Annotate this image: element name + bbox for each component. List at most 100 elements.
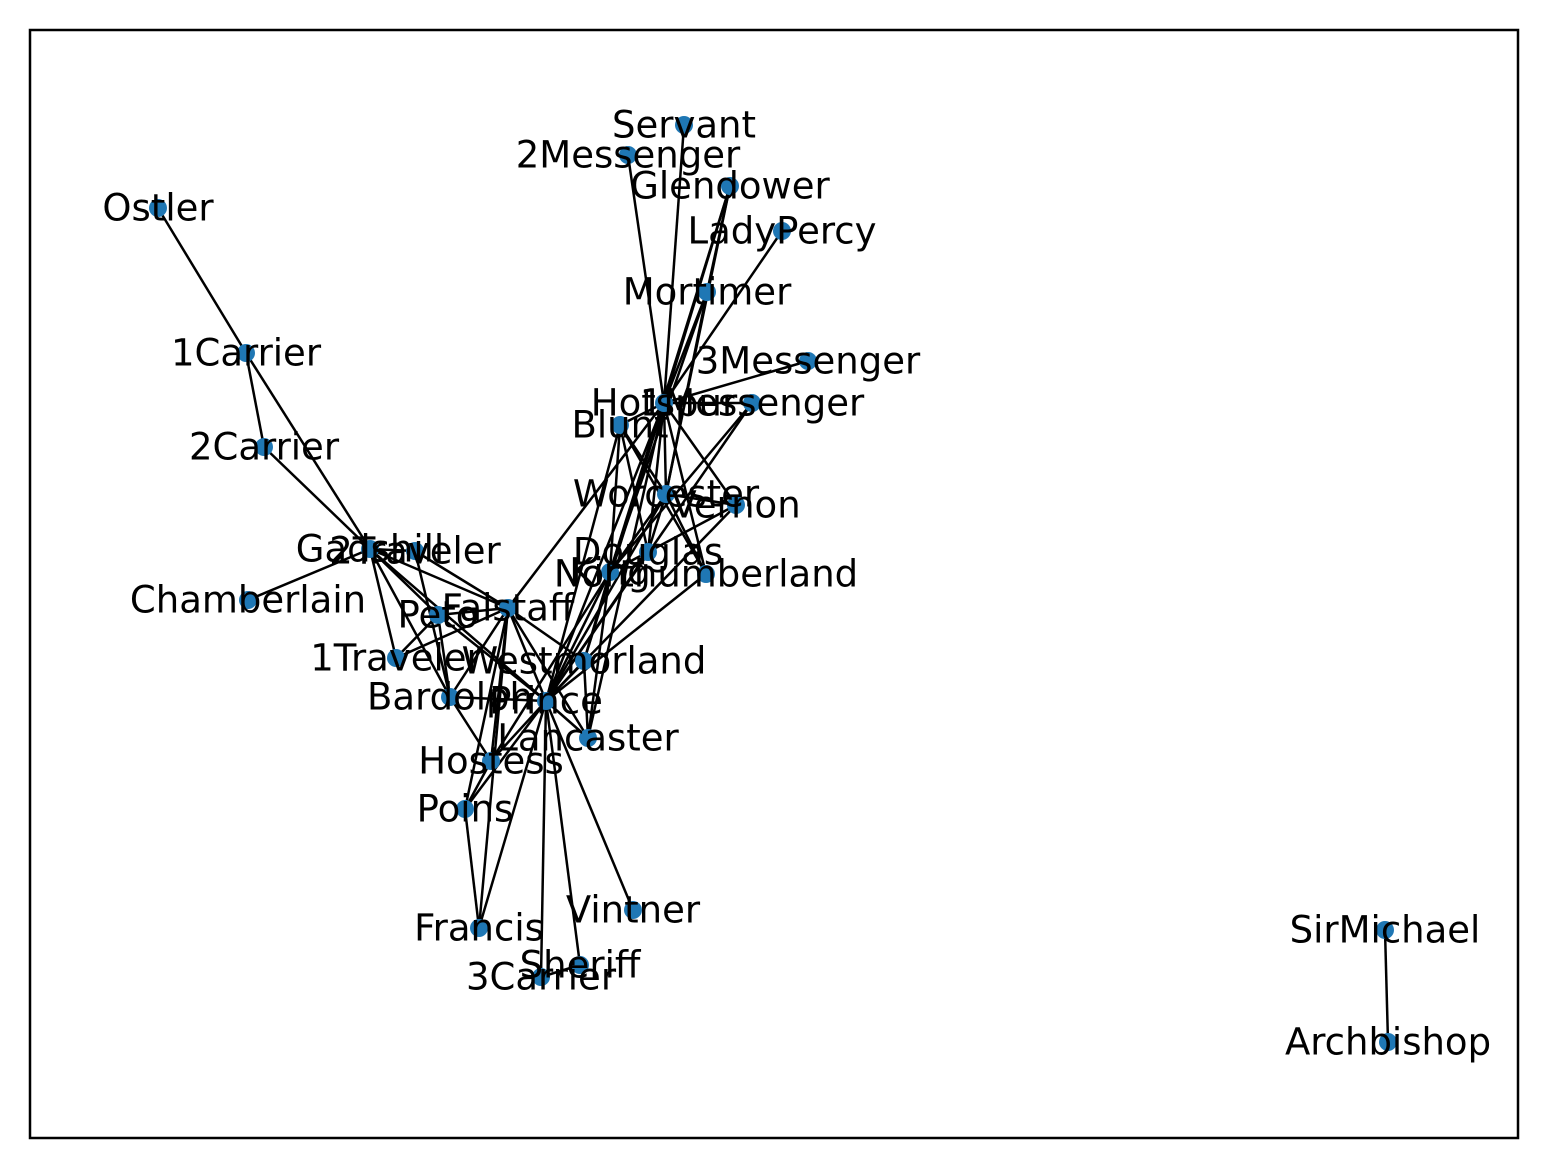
node-2carrier [255,438,273,456]
edge-sirmichael-archbishop [1383,929,1390,1043]
edge-2traveler-falstaff [414,549,509,610]
edge-prince-northumberland [545,573,707,702]
node-label-servant: Servant [612,104,756,147]
node-3carrier [532,968,550,986]
node-ostler [149,199,167,217]
node-worcester [657,485,675,503]
node-label-2traveler: 2Traveler [329,530,501,573]
node-chamberlain [239,591,257,609]
edge-1traveler-peto [395,614,439,659]
edge-peto-prince [437,614,547,702]
edge-falstaff-lancaster [506,607,590,739]
node-label-douglas: Douglas [573,531,723,574]
node-1carrier [237,344,255,362]
node-westmorland [575,652,593,670]
edge-hostess-king [489,571,612,762]
node-label-worcester: Worcester [573,473,760,516]
edge-prince-francis [477,700,548,929]
edge-prince-3carrier [539,700,548,978]
edge-hotspur-ladypercy [662,230,784,404]
node-douglas [639,543,657,561]
node-bardolph [441,688,459,706]
node-lancaster [579,729,597,747]
edge-worcester-northumberland [664,493,708,575]
edge-worcester-douglas [646,493,668,553]
edge-peto-bardolph [436,614,452,698]
node-label-vintner: Vintner [566,889,701,932]
node-label-1traveler: 1Traveler [310,637,482,680]
edge-hotspur-2messenger [626,154,666,404]
edge-1carrier-gadshill [244,352,372,550]
node-king [601,563,619,581]
nodes-layer [149,116,1397,1051]
node-peto [429,606,447,624]
node-label-ostler: Ostler [102,187,214,230]
edge-1carrier-2carrier [244,352,266,448]
node-label-3carrier: 3Carrier [466,956,617,999]
edge-falstaff-peto [437,606,509,617]
edge-prince-hotspur [544,402,666,702]
node-label-peto: Peto [398,594,479,637]
node-label-bardolph: Bardolph [367,676,533,719]
edge-ostler-1carrier [156,207,248,354]
node-1traveler [387,649,405,667]
node-ladypercy [773,222,791,240]
edge-prince-poins [464,700,547,810]
node-northumberland [697,565,715,583]
node-label-mortimer: Mortimer [623,271,792,314]
edge-westmorland-lancaster [582,660,590,739]
node-label-lancaster: Lancaster [497,717,679,760]
edge-1traveler-falstaff [395,606,509,660]
node-label-ladypercy: LadyPercy [687,210,876,253]
edge-king-lancaster [586,571,612,739]
node-label-westmorland: Westmorland [462,640,707,683]
node-falstaff [499,599,517,617]
edge-poins-francis [463,808,481,929]
node-label-hostess: Hostess [418,740,564,783]
node-servant [675,116,693,134]
node-label-vernon: Vernon [671,484,800,527]
node-1messenger [743,394,761,412]
edge-gadshill-prince [369,548,547,702]
node-gadshill [361,540,379,558]
node-label-falstaff: Falstaff [442,587,576,630]
edge-hotspur-servant [662,124,686,404]
edge-hotspur-lancaster [586,402,666,739]
node-hostess [482,752,500,770]
node-label-sheriff: Sheriff [520,944,642,987]
node-hotspur [655,394,673,412]
node-label-francis: Francis [414,907,544,950]
edge-king-westmorland [582,571,612,662]
edge-bardolph-hostess [448,696,493,762]
edge-2carrier-gadshill [263,446,371,550]
node-label-gadshill: Gadshill [296,528,444,571]
node-label-archbishop: Archbishop [1285,1021,1491,1064]
node-archbishop [1379,1033,1397,1051]
node-prince [537,692,555,710]
edge-gadshill-chamberlain [247,547,371,602]
node-blunt [611,416,629,434]
node-label-king: King [569,551,650,594]
edge-gadshill-1traveler [368,548,398,659]
edge-prince-lancaster [545,700,589,739]
node-label-2messenger: 2Messenger [516,134,741,177]
node-label-prince: Prince [489,680,603,723]
node-vintner [624,901,642,919]
edge-gadshill-falstaff [369,547,509,610]
edge-king-1messenger [609,402,753,573]
edge-mortimer-worcester [664,291,709,495]
node-label-glendower: Glendower [630,165,830,208]
node-label-chamberlain: Chamberlain [130,579,366,622]
edge-gadshill-bardolph [368,548,452,698]
edge-2traveler-bardolph [413,550,452,698]
plot-frame [28,28,1520,1140]
node-poins [456,800,474,818]
node-vernon [727,496,745,514]
node-label-3messenger: 3Messenger [696,340,921,383]
node-2traveler [406,542,424,560]
node-label-blunt: Blunt [571,404,668,447]
node-label-sirmichael: SirMichael [1290,909,1481,952]
edge-prince-sheriff [544,700,582,966]
